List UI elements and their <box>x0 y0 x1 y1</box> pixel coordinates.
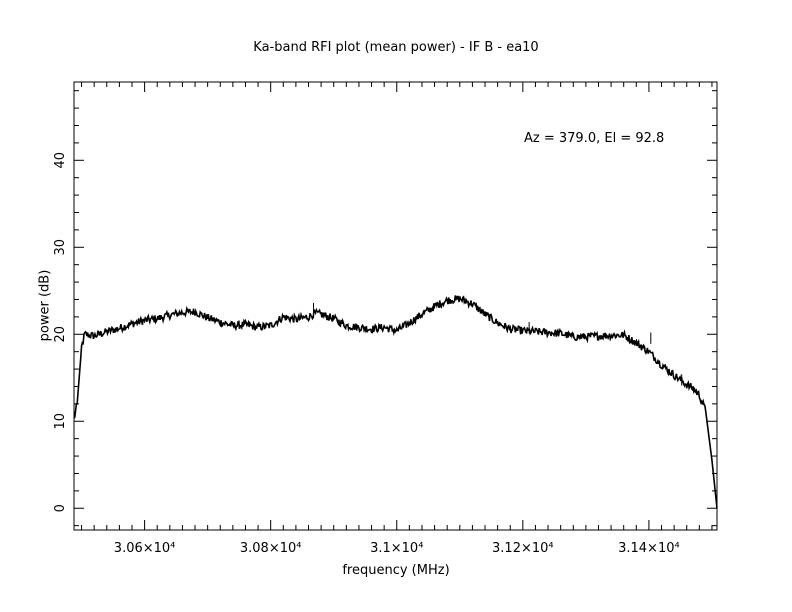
x-tick-label: 3.1×10⁴ <box>370 541 423 556</box>
axis-tick-labels: 3.06×10⁴ 3.08×10⁴ 3.1×10⁴ 3.12×10⁴ 3.14×10⁴ 0… <box>53 152 680 556</box>
power-series-line <box>73 295 718 509</box>
chart-annotation: Az = 379.0, El = 92.8 <box>524 131 665 146</box>
y-tick-label: 40 <box>53 152 68 169</box>
x-tick-label: 3.14×10⁴ <box>618 541 680 556</box>
y-tick-label: 10 <box>53 413 68 430</box>
x-tick-label: 3.12×10⁴ <box>492 541 554 556</box>
plot-frame <box>73 81 718 531</box>
chart-title: Ka-band RFI plot (mean power) - IF B - e… <box>253 40 539 55</box>
x-tick-label: 3.06×10⁴ <box>114 541 176 556</box>
y-tick-label: 0 <box>53 504 68 512</box>
y-axis-label: power (dB) <box>37 269 53 342</box>
axis-ticks <box>74 82 717 530</box>
y-tick-label: 20 <box>53 326 68 343</box>
y-tick-label: 30 <box>53 239 68 256</box>
x-axis-label: frequency (MHz) <box>342 563 450 578</box>
x-tick-label: 3.08×10⁴ <box>240 541 302 556</box>
